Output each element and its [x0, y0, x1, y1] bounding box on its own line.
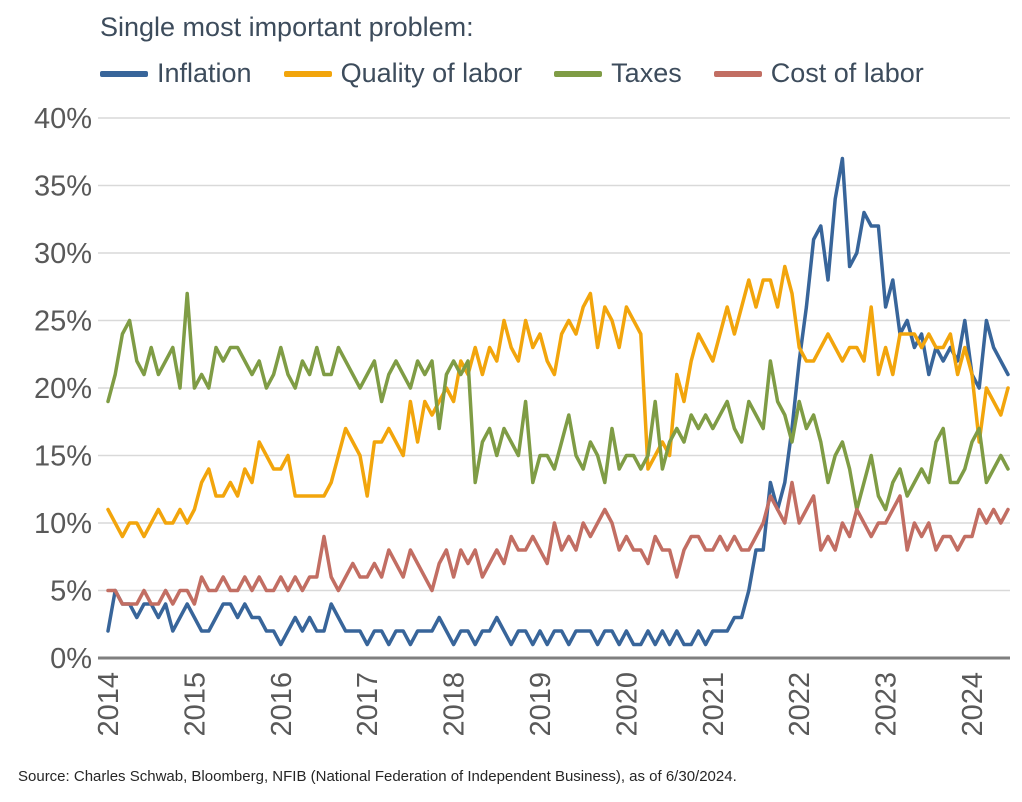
x-tick-label: 2021 [698, 672, 730, 737]
source-note: Source: Charles Schwab, Bloomberg, NFIB … [18, 768, 737, 785]
y-tick-label: 30% [34, 238, 92, 270]
legend-swatch-quality-of-labor [283, 70, 332, 77]
x-tick-label: 2016 [266, 672, 298, 737]
x-tick-label: 2015 [179, 672, 211, 737]
legend-label-cost-of-labor: Cost of labor [770, 58, 924, 88]
x-tick-label: 2019 [525, 672, 557, 737]
legend-label-inflation: Inflation [157, 58, 252, 88]
legend-swatch-taxes [554, 70, 603, 77]
series-line-cost-of-labor [106, 480, 1010, 606]
legend-item-cost-of-labor: Cost of labor [713, 58, 924, 89]
legend-item-inflation: Inflation [100, 58, 252, 89]
x-tick-label: 2020 [611, 672, 643, 737]
legend-item-taxes: Taxes [554, 58, 682, 89]
chart-title: Single most important problem: [100, 12, 474, 42]
x-tick-label: 2014 [93, 672, 125, 737]
legend-item-quality-of-labor: Quality of labor [283, 58, 523, 89]
y-tick-label: 15% [34, 441, 92, 473]
y-tick-label: 25% [34, 306, 92, 338]
x-tick-label: 2018 [439, 672, 471, 737]
y-tick-label: 35% [34, 171, 92, 203]
series-line-quality-of-labor [106, 264, 1010, 539]
series-line-taxes [106, 291, 1010, 512]
y-tick-label: 20% [34, 373, 92, 405]
x-tick-label: 2024 [957, 672, 989, 737]
legend-swatch-inflation [100, 70, 148, 77]
legend-swatch-cost-of-labor [713, 70, 762, 77]
y-tick-label: 40% [34, 103, 92, 135]
x-tick-label: 2017 [352, 672, 384, 737]
y-tick-label: 0% [50, 643, 92, 675]
line-chart: 0% 5% 10% 15% 20% 25% 30% 35% 40% 2014 2015 2016 201… [34, 103, 1010, 737]
legend-label-quality-of-labor: Quality of labor [340, 58, 523, 88]
series-line-inflation [106, 156, 1010, 647]
y-tick-label: 5% [50, 576, 92, 608]
chart-legend: Inflation Quality of labor Taxes Cost of… [100, 58, 924, 89]
y-tick-label: 10% [34, 508, 92, 540]
legend-label-taxes: Taxes [611, 58, 682, 88]
x-tick-label: 2023 [871, 672, 903, 737]
x-tick-label: 2022 [784, 672, 816, 737]
